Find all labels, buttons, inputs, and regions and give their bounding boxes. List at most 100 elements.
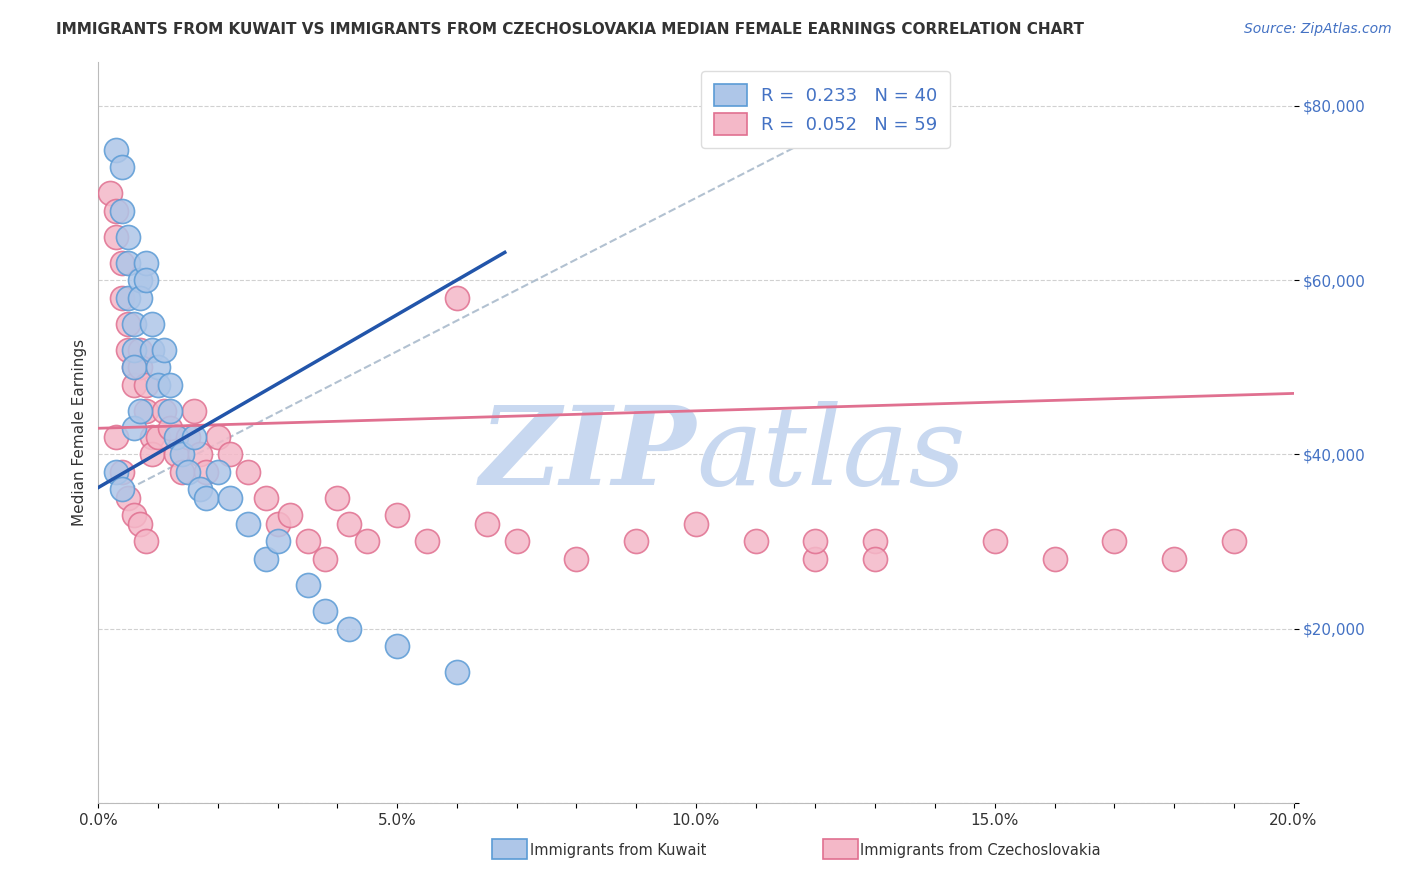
Point [183,404,205,418]
Text: ZIP: ZIP [479,401,696,508]
Point [124,317,146,331]
Point [165,430,187,444]
Text: Immigrants from Kuwait: Immigrants from Kuwait [530,843,706,857]
Point [804,534,827,549]
Point [326,491,349,505]
Point [984,534,1007,549]
Point [172,447,194,461]
Point [188,482,211,496]
Point [195,465,218,479]
Point [129,343,152,357]
Point [1043,552,1066,566]
Point [183,430,205,444]
Point [135,534,157,549]
Point [626,534,648,549]
Point [278,508,301,523]
Point [267,534,290,549]
Point [148,360,170,375]
Point [111,465,134,479]
Point [385,639,409,653]
Point [153,404,176,418]
Point [159,377,181,392]
Point [865,534,887,549]
Point [141,430,163,444]
Point [141,343,163,357]
Point [111,203,134,218]
Point [416,534,439,549]
Point [446,291,468,305]
Point [207,465,229,479]
Point [339,622,361,636]
Point [254,491,277,505]
Point [135,273,157,287]
Point [267,517,290,532]
Point [219,491,242,505]
Point [315,604,337,618]
Point [129,360,152,375]
Point [685,517,707,532]
Point [117,291,139,305]
Point [172,465,194,479]
Point [565,552,588,566]
Point [865,552,887,566]
Point [159,404,181,418]
Point [124,421,146,435]
Point [165,447,187,461]
Point [129,404,152,418]
Point [117,256,139,270]
Point [219,447,242,461]
Point [124,343,146,357]
Point [105,143,128,157]
Point [475,517,498,532]
Text: IMMIGRANTS FROM KUWAIT VS IMMIGRANTS FROM CZECHOSLOVAKIA MEDIAN FEMALE EARNINGS : IMMIGRANTS FROM KUWAIT VS IMMIGRANTS FRO… [56,22,1084,37]
Point [117,317,139,331]
Point [111,160,134,174]
Point [141,317,163,331]
Point [297,534,319,549]
Point [111,256,134,270]
Point [385,508,409,523]
Text: atlas: atlas [696,401,966,508]
Point [105,430,128,444]
Point [124,508,146,523]
Point [135,256,157,270]
Point [1163,552,1185,566]
Point [111,291,134,305]
Point [804,552,827,566]
Text: Source: ZipAtlas.com: Source: ZipAtlas.com [1244,22,1392,37]
Point [356,534,378,549]
Point [745,534,768,549]
Point [236,517,259,532]
Y-axis label: Median Female Earnings: Median Female Earnings [72,339,87,526]
Point [111,482,134,496]
Point [153,343,176,357]
Point [129,273,152,287]
Point [105,465,128,479]
Point [148,430,170,444]
Point [135,377,157,392]
Point [105,203,128,218]
Point [148,377,170,392]
Point [117,229,139,244]
Point [315,552,337,566]
Point [141,447,163,461]
Point [236,465,259,479]
Point [105,229,128,244]
Point [297,578,319,592]
Point [124,377,146,392]
Point [446,665,468,680]
Point [129,291,152,305]
Point [177,465,200,479]
Point [124,360,146,375]
Point [117,343,139,357]
Point [1104,534,1126,549]
Point [254,552,277,566]
Point [188,447,211,461]
Point [339,517,361,532]
Point [129,517,152,532]
Point [98,186,122,200]
Point [1223,534,1246,549]
Legend: R =  0.233   N = 40, R =  0.052   N = 59: R = 0.233 N = 40, R = 0.052 N = 59 [702,71,950,148]
Text: Immigrants from Czechoslovakia: Immigrants from Czechoslovakia [860,843,1101,857]
Point [177,430,200,444]
